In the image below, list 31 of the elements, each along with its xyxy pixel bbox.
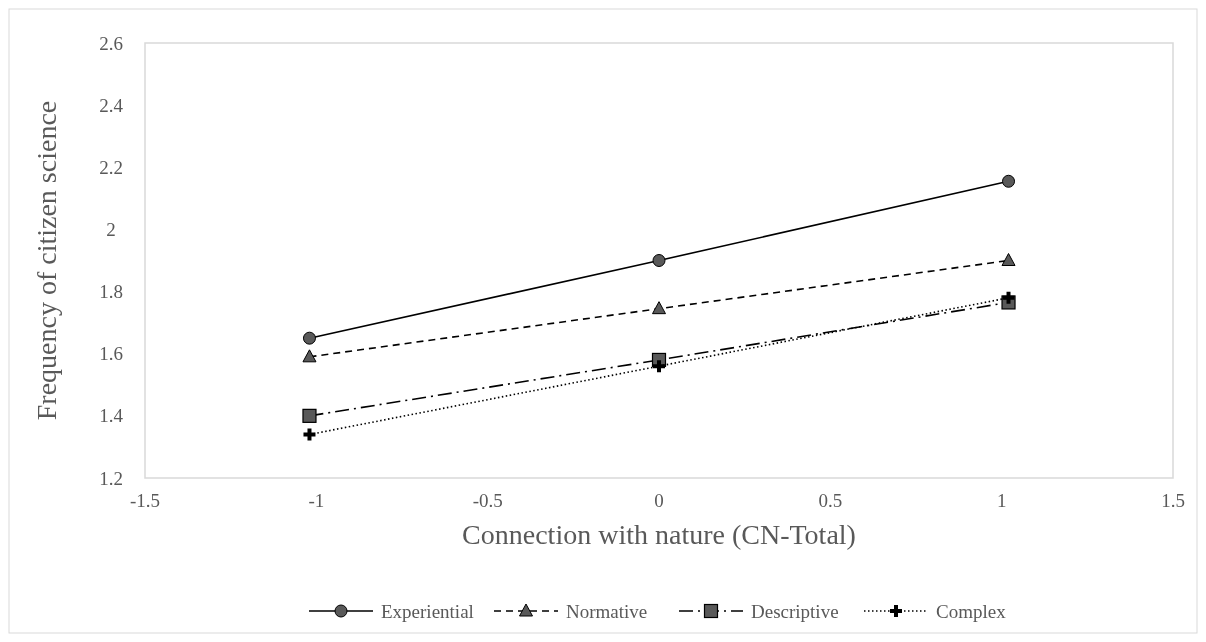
x-axis-title: Connection with nature (CN-Total) xyxy=(462,519,856,550)
legend-label: Normative xyxy=(566,600,648,622)
legend-label: Complex xyxy=(936,600,1007,622)
y-tick-label: 2 xyxy=(106,218,116,240)
x-tick-label: 1.5 xyxy=(1161,489,1185,511)
y-tick-label: 1.8 xyxy=(99,281,123,303)
y-axis-title: Frequency of citizen science xyxy=(31,100,62,421)
x-tick-label: 1 xyxy=(996,489,1007,511)
y-tick-label: 2.2 xyxy=(99,156,123,178)
y-tick-label: 1.2 xyxy=(99,467,123,489)
point xyxy=(1002,291,1015,304)
point xyxy=(1002,174,1016,188)
x-tick-label: 0.5 xyxy=(818,489,843,511)
point xyxy=(652,301,666,315)
point xyxy=(653,360,665,373)
point xyxy=(1001,253,1016,266)
x-tick-label: -1 xyxy=(308,489,325,511)
y-tick-label: 1.4 xyxy=(99,405,124,427)
legend-label: Experiential xyxy=(381,600,474,622)
y-tick-label: 2.4 xyxy=(99,94,124,116)
point xyxy=(652,254,666,267)
legend-label: Descriptive xyxy=(751,600,839,622)
y-tick-label: 2.6 xyxy=(99,32,123,54)
x-tick-label: 0 xyxy=(654,489,664,511)
x-tick-label: -0.5 xyxy=(472,489,503,511)
point xyxy=(302,408,317,423)
point xyxy=(302,349,317,363)
point xyxy=(303,428,316,441)
y-tick-label: 1.6 xyxy=(99,343,123,365)
x-tick-label: -1.5 xyxy=(129,489,161,511)
point xyxy=(302,331,316,345)
